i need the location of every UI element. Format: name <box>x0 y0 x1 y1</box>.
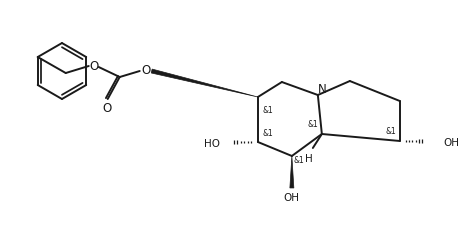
Text: HO: HO <box>204 138 220 148</box>
Text: N: N <box>318 82 326 95</box>
Polygon shape <box>151 70 258 98</box>
Polygon shape <box>290 156 294 188</box>
Text: OH: OH <box>284 192 300 202</box>
Text: H: H <box>305 153 313 163</box>
Text: &1: &1 <box>263 105 274 114</box>
Text: &1: &1 <box>263 129 274 138</box>
Text: O: O <box>102 101 111 114</box>
Text: &1: &1 <box>294 156 305 165</box>
Text: OH: OH <box>444 137 460 147</box>
Text: O: O <box>141 63 150 76</box>
Text: O: O <box>89 59 98 72</box>
Text: &1: &1 <box>386 127 397 136</box>
Text: &1: &1 <box>308 120 319 129</box>
